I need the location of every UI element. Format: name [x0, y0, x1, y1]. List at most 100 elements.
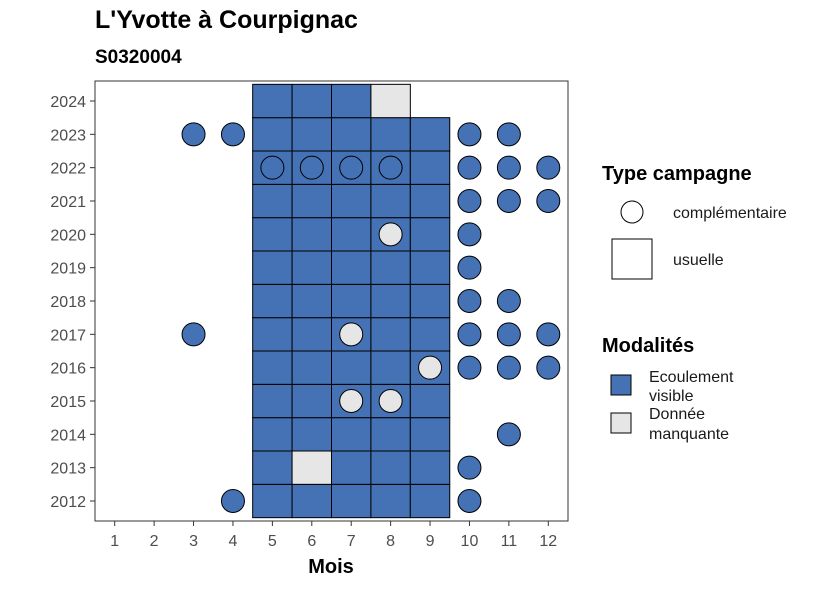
complementaire-point-2022-10: [457, 155, 482, 180]
usuelle-cell-2017-6: [291, 317, 333, 352]
usuelle-cell-2016-6: [291, 350, 333, 385]
x-axis: 1 2 3 4 5 6 7 8 9 10 11 12: [110, 521, 557, 550]
complementaire-point-2021-12: [536, 189, 561, 213]
complementaire-point-2016-10: [457, 355, 482, 380]
complementaire-point-2013-10: [457, 455, 482, 480]
complementaire-point-2021-10: [457, 189, 482, 213]
usuelle-cell-2013-6: [291, 450, 333, 485]
usuelle-cell-2016-8: [370, 350, 411, 385]
usuelle-cell-2024-7: [331, 83, 372, 119]
legend-label-complementaire: complémentaire: [673, 205, 787, 222]
usuelle-cell-2015-5: [252, 383, 293, 419]
y-tick-label-2023: 2023: [50, 127, 86, 144]
usuelle-cell-2014-5: [252, 417, 293, 452]
usuelle-cell-2013-9: [409, 450, 451, 485]
complementaire-point-2023-4: [220, 122, 245, 147]
complementaire-point-2023-10: [457, 122, 482, 147]
legend-modal-title: Modalités: [602, 335, 694, 357]
usuelle-cell-2021-8: [370, 183, 411, 219]
legend-type-title: Type campagne: [602, 163, 752, 185]
usuelle-cell-2019-6: [291, 250, 333, 285]
complementaire-point-2022-12: [536, 155, 561, 180]
x-tick-label-5: 5: [268, 533, 277, 550]
usuelle-cell-2012-9: [409, 483, 451, 519]
complementaire-point-2012-10: [457, 489, 482, 513]
complementaire-point-2016-9: [418, 355, 443, 380]
y-tick-label-2014: 2014: [50, 427, 86, 444]
y-tick-label-2022: 2022: [50, 161, 86, 178]
complementaire-point-2017-3: [181, 322, 206, 347]
usuelle-cell-2012-8: [370, 483, 411, 519]
complementaire-point-2017-12: [536, 322, 561, 347]
x-tick-label-8: 8: [386, 533, 395, 550]
usuelle-cell-2012-5: [252, 483, 293, 519]
y-tick-label-2024: 2024: [50, 94, 86, 111]
complementaire-point-2015-7: [339, 389, 364, 413]
usuelle-cell-2020-7: [331, 217, 372, 252]
y-tick-label-2020: 2020: [50, 227, 86, 244]
x-tick-label-7: 7: [347, 533, 356, 550]
usuelle-cell-2018-5: [252, 283, 293, 319]
legend: Type campagne complémentaire usuelle Mod…: [602, 163, 787, 443]
x-tick-label-11: 11: [501, 533, 518, 550]
usuelle-cell-2024-6: [291, 83, 333, 119]
usuelle-cells: [252, 83, 451, 519]
usuelle-cell-2020-9: [409, 217, 451, 252]
usuelle-cell-2021-7: [331, 183, 372, 219]
complementaire-point-2019-10: [457, 255, 482, 280]
usuelle-cell-2021-6: [291, 183, 333, 219]
y-tick-label-2021: 2021: [50, 194, 86, 211]
x-tick-label-12: 12: [539, 533, 557, 550]
usuelle-cell-2020-5: [252, 217, 293, 252]
usuelle-cell-2022-9: [409, 150, 451, 185]
y-tick-label-2015: 2015: [50, 394, 86, 411]
y-tick-label-2018: 2018: [50, 294, 86, 311]
y-tick-label-2012: 2012: [50, 494, 86, 511]
x-tick-label-10: 10: [461, 533, 479, 550]
complementaire-point-2012-4: [220, 489, 245, 513]
complementaire-point-2023-11: [496, 122, 521, 147]
complementaire-point-2022-6: [299, 155, 324, 180]
y-tick-label-2013: 2013: [50, 461, 86, 478]
usuelle-cell-2019-5: [252, 250, 293, 285]
usuelle-cell-2023-6: [291, 117, 333, 152]
usuelle-cell-2018-8: [370, 283, 411, 319]
chart-title: L'Yvotte à Courpignac: [95, 6, 358, 34]
x-tick-label-3: 3: [189, 533, 198, 550]
usuelle-cell-2014-6: [291, 417, 333, 452]
complementaire-point-2017-10: [457, 322, 482, 347]
usuelle-cell-2016-7: [331, 350, 372, 385]
x-tick-label-9: 9: [426, 533, 435, 550]
usuelle-cell-2019-8: [370, 250, 411, 285]
usuelle-cell-2021-9: [409, 183, 451, 219]
usuelle-cell-2020-6: [291, 217, 333, 252]
x-tick-label-4: 4: [229, 533, 238, 550]
complementaire-point-2016-12: [536, 355, 561, 380]
complementaire-point-2020-8: [378, 222, 403, 247]
usuelle-cell-2021-5: [252, 183, 293, 219]
x-tick-label-2: 2: [150, 533, 159, 550]
usuelle-cell-2016-5: [252, 350, 293, 385]
complementaire-points: [181, 122, 561, 513]
legend-key-donnee-manquante: [610, 412, 632, 434]
complementaire-point-2022-5: [260, 155, 285, 180]
usuelle-cell-2018-9: [409, 283, 451, 319]
usuelle-cell-2018-6: [291, 283, 333, 319]
chart-subtitle: S0320004: [95, 47, 182, 68]
legend-label-manquante-2: manquante: [649, 426, 729, 443]
x-tick-label-6: 6: [307, 533, 316, 550]
usuelle-cell-2015-6: [291, 383, 333, 419]
complementaire-point-2015-8: [378, 389, 403, 413]
legend-key-ecoulement-visible: [610, 374, 632, 396]
usuelle-cell-2023-7: [331, 117, 372, 152]
usuelle-cell-2013-8: [370, 450, 411, 485]
usuelle-cell-2012-7: [331, 483, 372, 519]
usuelle-cell-2013-7: [331, 450, 372, 485]
complementaire-point-2022-11: [496, 155, 521, 180]
usuelle-cell-2014-9: [409, 417, 451, 452]
legend-key-complementaire: [620, 200, 644, 224]
complementaire-point-2020-10: [457, 222, 482, 247]
usuelle-cell-2017-5: [252, 317, 293, 352]
legend-label-manquante-1: Donnée: [649, 406, 705, 423]
complementaire-point-2022-8: [378, 155, 403, 180]
